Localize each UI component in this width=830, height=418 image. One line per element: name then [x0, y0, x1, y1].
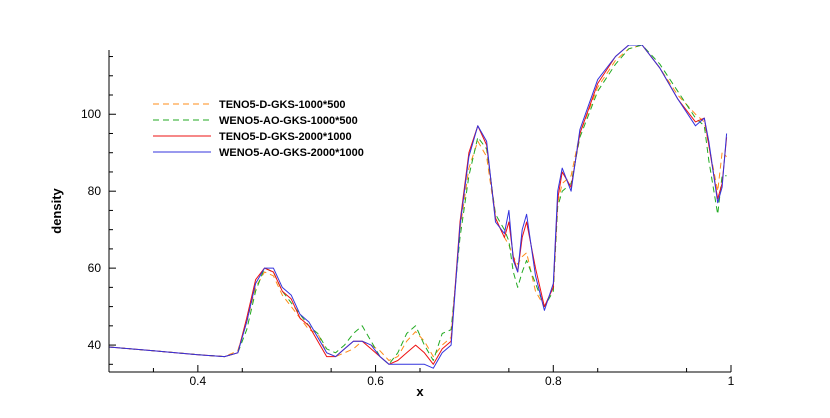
legend-label: TENO5-D-GKS-2000*1000 [219, 131, 352, 143]
legend-label: WENO5-AO-GKS-1000*500 [219, 115, 358, 127]
series-layer [109, 45, 728, 369]
x-tick-label: 0.8 [545, 374, 562, 388]
legend-label: TENO5-D-GKS-1000*500 [219, 99, 346, 111]
legend-item: TENO5-D-GKS-2000*1000 [153, 131, 352, 143]
legend: TENO5-D-GKS-1000*500 WENO5-AO-GKS-1000*50… [153, 99, 364, 159]
legend-item: TENO5-D-GKS-1000*500 [153, 99, 346, 111]
legend-item: WENO5-AO-GKS-2000*1000 [153, 147, 364, 159]
y-axis-title: density [49, 187, 64, 233]
y-tick-label: 40 [88, 338, 102, 352]
x-tick-label: 0.6 [367, 374, 384, 388]
series-line-4 [109, 45, 728, 369]
axes-layer [108, 50, 731, 373]
y-tick-label: 60 [88, 261, 102, 275]
series-line-1 [109, 45, 727, 361]
y-tick-label: 100 [81, 107, 101, 121]
legend-label: WENO5-AO-GKS-2000*1000 [219, 147, 364, 159]
plot-area [109, 45, 728, 369]
series-line-2 [109, 45, 727, 365]
x-tick-label: 1 [728, 374, 735, 388]
legend-item: WENO5-AO-GKS-1000*500 [153, 115, 358, 127]
y-tick-label: 80 [88, 184, 102, 198]
series-line-3 [109, 45, 728, 365]
ticks-layer: 0.4 0.6 0.8 1 40 60 80 100 [81, 56, 735, 388]
x-axis-title: x [416, 384, 424, 399]
x-tick-label: 0.4 [190, 374, 207, 388]
